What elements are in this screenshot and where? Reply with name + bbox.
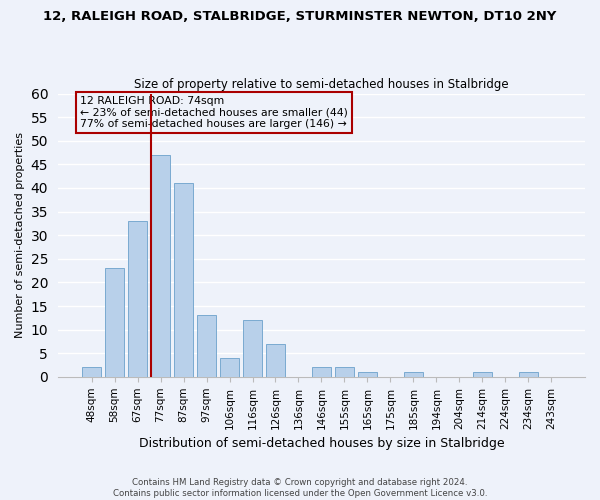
Text: 12, RALEIGH ROAD, STALBRIDGE, STURMINSTER NEWTON, DT10 2NY: 12, RALEIGH ROAD, STALBRIDGE, STURMINSTE… [43, 10, 557, 23]
Title: Size of property relative to semi-detached houses in Stalbridge: Size of property relative to semi-detach… [134, 78, 509, 91]
Bar [473, 372, 492, 377]
Bar [151, 155, 170, 377]
X-axis label: Distribution of semi-detached houses by size in Stalbridge: Distribution of semi-detached houses by … [139, 437, 504, 450]
Bar [404, 372, 423, 377]
Bar [105, 268, 124, 377]
Bar [266, 344, 285, 377]
Bar [243, 320, 262, 377]
Bar [311, 368, 331, 377]
Y-axis label: Number of semi-detached properties: Number of semi-detached properties [15, 132, 25, 338]
Bar [335, 368, 354, 377]
Text: Contains HM Land Registry data © Crown copyright and database right 2024.
Contai: Contains HM Land Registry data © Crown c… [113, 478, 487, 498]
Bar [220, 358, 239, 377]
Bar [174, 184, 193, 377]
Bar [82, 368, 101, 377]
Bar [358, 372, 377, 377]
Bar [197, 316, 217, 377]
Bar [518, 372, 538, 377]
Text: 12 RALEIGH ROAD: 74sqm
← 23% of semi-detached houses are smaller (44)
77% of sem: 12 RALEIGH ROAD: 74sqm ← 23% of semi-det… [80, 96, 348, 129]
Bar [128, 221, 148, 377]
